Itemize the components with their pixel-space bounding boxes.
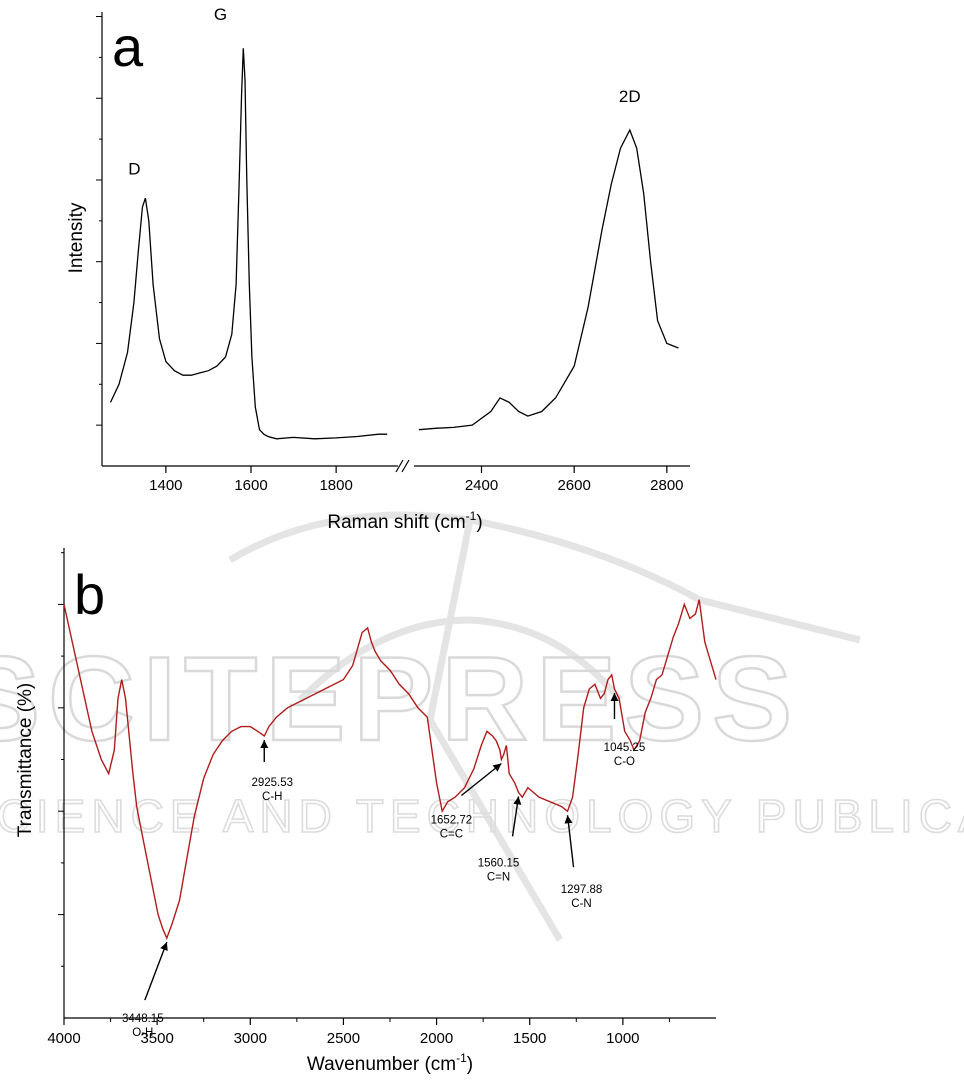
panel-a-axis-break-mark-2	[401, 459, 410, 473]
panel-a-x-tick-label: 2400	[465, 477, 498, 494]
annotation-arrow-shaft	[566, 815, 575, 868]
panel-b-x-tick-label: 3000	[234, 1030, 267, 1047]
annotation-value-label: 1652.72	[431, 815, 473, 827]
annotation-group-label: C-O	[614, 756, 635, 768]
panel-a-x-tick-label: 1800	[319, 477, 352, 494]
panel-a-x-axis-title: Raman shift (cm-1)	[327, 509, 482, 533]
annotation-group-label: O-H	[132, 1027, 153, 1039]
panel-a-x-axis-title-main: Raman shift (cm	[327, 512, 465, 533]
watermark-main-text: SCITEPRESS	[0, 632, 800, 766]
panel-a-x-tick-label: 2600	[557, 477, 590, 494]
annotation-group-label: C=N	[487, 871, 510, 883]
panel-a-x-tick-label: 2800	[650, 477, 683, 494]
annotation-value-label: 3448.15	[122, 1013, 164, 1025]
panel-a-x-axis-title-sup: -1	[466, 509, 477, 523]
panel-b-x-tick-label: 1000	[606, 1030, 639, 1047]
annotation-arrow-head	[492, 763, 502, 772]
panel-b-annotation-c=n: 1560.15 C=N	[478, 796, 522, 883]
annotation-value-label: 1297.88	[561, 884, 603, 896]
annotation-arrow-shaft	[460, 762, 502, 797]
annotation-group-label: C=C	[440, 829, 463, 841]
panel-b-annotation-c-h: 2925.53 C-H	[251, 740, 293, 803]
panel-a: 1400 1600 1800 2400 2600 2800 D G 2D a Raman sh…	[66, 5, 690, 533]
annotation-group-label: C-H	[262, 791, 282, 803]
panel-b-x-tick-label: 2000	[420, 1030, 453, 1047]
panel-a-peak-label-g: G	[214, 5, 227, 24]
panel-a-axis-break-mark-1	[395, 459, 404, 473]
panel-b-x-axis-title-close: )	[467, 1054, 473, 1075]
annotation-arrow-head	[160, 942, 168, 951]
panel-b: 4000 3500 3000 2500 2000 1500 1000 3448.15 O-H 2…	[15, 548, 717, 1075]
panel-b-x-tick-label: 4000	[47, 1030, 80, 1047]
raman-spectrum-line-segment-2	[418, 128, 679, 431]
panel-b-x-axis-title: Wavenumber (cm-1)	[307, 1051, 473, 1075]
panel-b-x-tick-label: 1500	[513, 1030, 546, 1047]
panel-a-y-axis-title: Intensity	[66, 202, 87, 273]
panel-b-annotation-c-o: 1045.25 C-O	[604, 693, 646, 768]
annotation-group-label: C-N	[571, 898, 591, 910]
panel-b-x-tick-label: 3500	[140, 1030, 173, 1047]
panel-label-a: a	[112, 15, 144, 78]
panel-label-b: b	[74, 563, 105, 626]
annotation-arrow-shaft	[144, 941, 168, 1001]
panel-a-peak-label-d: D	[128, 160, 140, 179]
annotation-arrow-head	[564, 815, 573, 824]
annotation-arrow-head	[260, 740, 269, 748]
annotation-value-label: 1045.25	[604, 742, 646, 754]
panel-b-x-axis-title-main: Wavenumber (cm	[307, 1054, 456, 1075]
panel-a-x-axis-title-close: )	[476, 512, 482, 533]
panel-a-peak-label-2d: 2D	[619, 87, 641, 106]
annotation-arrow-head	[610, 693, 619, 701]
panel-b-annotation-c-n: 1297.88 C-N	[561, 815, 603, 910]
ftir-spectrum-line	[63, 599, 717, 940]
annotation-arrow-head	[513, 796, 522, 805]
panel-b-annotation-o-h: 3448.15 O-H	[122, 941, 168, 1039]
panel-b-annotation-c=c: 1652.72 C=C	[431, 762, 502, 841]
panel-b-x-tick-label: 2500	[327, 1030, 360, 1047]
annotation-value-label: 1560.15	[478, 857, 520, 869]
annotation-value-label: 2925.53	[251, 777, 293, 789]
panel-a-x-tick-label: 1600	[234, 477, 267, 494]
panel-a-x-tick-label: 1400	[149, 477, 182, 494]
panel-b-y-axis-title: Transmittance (%)	[15, 683, 36, 838]
watermark-logo-shape	[228, 511, 861, 942]
panel-b-x-axis-title-sup: -1	[456, 1051, 467, 1065]
raman-spectrum-line-segment-1	[109, 48, 388, 440]
